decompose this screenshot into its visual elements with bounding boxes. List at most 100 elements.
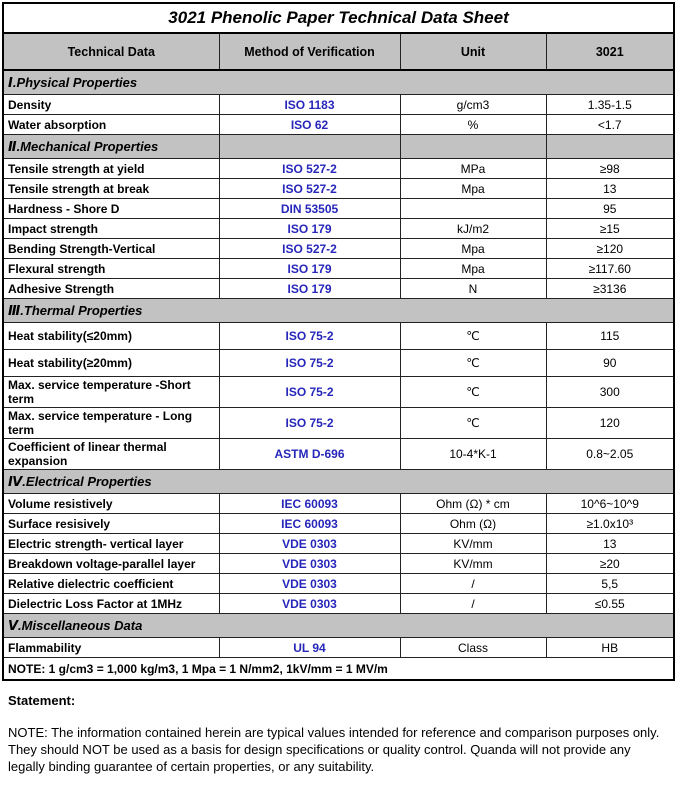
unit-cell: % (399, 114, 547, 135)
unit-cell: ℃ (399, 349, 547, 377)
method-cell: ISO 75-2 (218, 322, 401, 350)
value-cell: 115 (545, 322, 675, 350)
table-row: Bending Strength-Vertical ISO 527-2 Mpa ≥12… (2, 238, 675, 259)
method-cell: VDE 0303 (218, 573, 401, 594)
unit-cell: Ohm (Ω) * cm (399, 493, 547, 514)
section-empty-cell (545, 134, 675, 159)
column-header-2: Unit (399, 32, 547, 71)
unit-cell: Class (399, 637, 547, 658)
value-cell: ≤0.55 (545, 593, 675, 614)
table-row: Max. service temperature - Long term ISO … (2, 407, 675, 439)
unit-cell: Mpa (399, 178, 547, 199)
section-empty-cell (218, 134, 401, 159)
value-cell: 1.35-1.5 (545, 94, 675, 115)
property-name-cell: Coefficient of linear thermal expansion (2, 438, 220, 470)
property-name-cell: Surface resisively (2, 513, 220, 534)
value-cell: 0.8~2.05 (545, 438, 675, 470)
table-row: Tensile strength at yield ISO 527-2 MPa ≥98 (2, 158, 675, 179)
statement-label: Statement: (8, 693, 76, 708)
table-row: Water absorption ISO 62% <1.7 (2, 114, 675, 135)
section-label: Ⅴ.Miscellaneous Data (2, 613, 675, 638)
method-cell: VDE 0303 (218, 533, 401, 554)
table-row: Heat stability(≤20mm) ISO 75-2 ℃ 115 (2, 322, 675, 350)
unit-cell: / (399, 573, 547, 594)
table-row: Surface resisively IEC 60093 Ohm (Ω) ≥1.0x1… (2, 513, 675, 534)
method-cell: ASTM D-696 (218, 438, 401, 470)
value-cell: ≥1.0x10³ (545, 513, 675, 534)
method-cell: ISO 75-2 (218, 376, 401, 408)
column-header-1: Method of Verification (218, 32, 401, 71)
unit-cell: 10-4*K-1 (399, 438, 547, 470)
unit-cell: Mpa (399, 258, 547, 279)
property-name-cell: Tensile strength at yield (2, 158, 220, 179)
property-name-cell: Tensile strength at break (2, 178, 220, 199)
value-cell: 95 (545, 198, 675, 219)
method-cell: ISO 179 (218, 258, 401, 279)
unit-cell (399, 198, 547, 219)
table-footnote-row: NOTE: 1 g/cm3 = 1,000 kg/m3, 1 Mpa = 1 N… (2, 657, 675, 681)
value-cell: ≥3136 (545, 278, 675, 299)
value-cell: ≥98 (545, 158, 675, 179)
property-name-cell: Dielectric Loss Factor at 1MHz (2, 593, 220, 614)
table-row: Adhesive Strength ISO 179 N ≥3136 (2, 278, 675, 299)
table-row: Dielectric Loss Factor at 1MHz VDE 0303/≤… (2, 593, 675, 614)
table-row: Relative dielectric coefficient VDE 0303/… (2, 573, 675, 594)
property-name-cell: Breakdown voltage-parallel layer (2, 553, 220, 574)
section-row: Ⅰ.Physical Properties (2, 69, 675, 95)
unit-cell: g/cm3 (399, 94, 547, 115)
section-row: Ⅲ.Thermal Properties (2, 298, 675, 323)
property-name-cell: Max. service temperature -Short term (2, 376, 220, 408)
page-title: 3021 Phenolic Paper Technical Data Sheet (2, 2, 675, 34)
value-cell: <1.7 (545, 114, 675, 135)
column-header-0: Technical Data (2, 32, 220, 71)
method-cell: IEC 60093 (218, 493, 401, 514)
tech-data-table: 3021 Phenolic Paper Technical Data Sheet… (2, 2, 675, 681)
method-cell: ISO 179 (218, 218, 401, 239)
table-footnote: NOTE: 1 g/cm3 = 1,000 kg/m3, 1 Mpa = 1 N… (2, 657, 675, 681)
statement-section: Statement: NOTE: The information contain… (8, 693, 667, 776)
section-label: Ⅱ.Mechanical Properties (2, 134, 220, 159)
method-cell: ISO 179 (218, 278, 401, 299)
section-empty-cell (399, 134, 547, 159)
method-cell: ISO 1183 (218, 94, 401, 115)
property-name-cell: Density (2, 94, 220, 115)
value-cell: 10^6~10^9 (545, 493, 675, 514)
value-cell: 13 (545, 533, 675, 554)
property-name-cell: Flexural strength (2, 258, 220, 279)
property-name-cell: Volume resistively (2, 493, 220, 514)
unit-cell: N (399, 278, 547, 299)
method-cell: ISO 62 (218, 114, 401, 135)
unit-cell: Mpa (399, 238, 547, 259)
section-row: Ⅳ.Electrical Properties (2, 469, 675, 494)
property-name-cell: Bending Strength-Vertical (2, 238, 220, 259)
section-label: Ⅰ.Physical Properties (2, 69, 675, 95)
value-cell: ≥117.60 (545, 258, 675, 279)
table-row: Tensile strength at break ISO 527-2 Mpa 13 (2, 178, 675, 199)
unit-cell: KV/mm (399, 553, 547, 574)
value-cell: ≥20 (545, 553, 675, 574)
method-cell: DIN 53505 (218, 198, 401, 219)
property-name-cell: Hardness - Shore D (2, 198, 220, 219)
table-row: Impact strength ISO 179 kJ/m2 ≥15 (2, 218, 675, 239)
table-row: Density ISO 1183 g/cm3 1.35-1.5 (2, 94, 675, 115)
unit-cell: ℃ (399, 322, 547, 350)
value-cell: 300 (545, 376, 675, 408)
unit-cell: kJ/m2 (399, 218, 547, 239)
unit-cell: / (399, 593, 547, 614)
property-name-cell: Max. service temperature - Long term (2, 407, 220, 439)
section-label: Ⅲ.Thermal Properties (2, 298, 675, 323)
value-cell: 5,5 (545, 573, 675, 594)
property-name-cell: Flammability (2, 637, 220, 658)
table-row: Hardness - Shore D DIN 53505 95 (2, 198, 675, 219)
table-row: Flexural strength ISO 179 Mpa ≥117.60 (2, 258, 675, 279)
section-label: Ⅳ.Electrical Properties (2, 469, 675, 494)
method-cell: ISO 527-2 (218, 238, 401, 259)
section-row: Ⅱ.Mechanical Properties (2, 134, 675, 159)
method-cell: VDE 0303 (218, 593, 401, 614)
datasheet: 3021 Phenolic Paper Technical Data Sheet… (2, 2, 675, 776)
table-row: Max. service temperature -Short term ISO … (2, 376, 675, 408)
table-row: Volume resistively IEC 60093 Ohm (Ω) * cm 1… (2, 493, 675, 514)
table-row: Flammability UL 94 Class HB (2, 637, 675, 658)
table-row: Coefficient of linear thermal expansion A… (2, 438, 675, 470)
property-name-cell: Water absorption (2, 114, 220, 135)
